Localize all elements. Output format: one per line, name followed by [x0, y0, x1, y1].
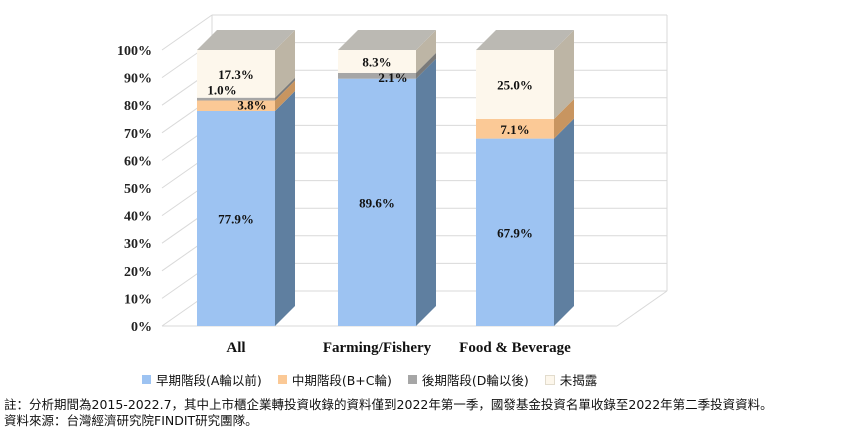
legend-label-mid: 中期階段(B+C輪)	[291, 373, 392, 388]
y-tick-label: 30%	[124, 237, 152, 252]
footnotes: 註：分析期間為2015-2022.7，其中上市櫃企業轉投資收錄的資料僅到2022…	[4, 397, 773, 429]
floor-side-edge	[616, 290, 668, 327]
footnote-source: 資料來源：台灣經濟研究院FINDIT研究團隊。	[4, 413, 258, 428]
legend-item-late: 後期階段(D輪以後)	[407, 370, 529, 389]
bar-top	[476, 30, 574, 50]
bar-side	[554, 30, 574, 119]
bar-segment	[338, 72, 416, 79]
legend-swatch-late	[407, 375, 417, 384]
legend-label-late: 後期階段(D輪以後)	[421, 373, 529, 388]
data-label: 25.0%	[497, 78, 533, 93]
bar-side	[275, 90, 295, 326]
data-label: 67.9%	[497, 225, 533, 240]
y-tick-label: 0%	[131, 320, 152, 335]
y-tick-label: 50%	[124, 182, 152, 197]
y-tick-label: 40%	[124, 210, 152, 225]
y-tick-label: 80%	[124, 99, 152, 114]
legend-swatch-mid	[277, 375, 287, 384]
bar-side	[275, 77, 295, 101]
bar-top	[338, 30, 436, 50]
bar-segment	[197, 50, 275, 98]
bar-side	[416, 58, 436, 326]
bar-side	[554, 118, 574, 326]
x-category-label: Farming/Fishery	[323, 340, 432, 356]
data-label: 8.3%	[362, 54, 391, 69]
legend-item-undisclosed: 未揭露	[544, 370, 598, 389]
legend-item-early: 早期階段(A輪以前)	[142, 370, 262, 389]
legend-swatch-undisclosed	[544, 374, 555, 385]
bar-top	[197, 30, 295, 50]
bar-segment	[476, 138, 554, 326]
stacked-bar-chart: 0% 10% 20% 30% 40% 50% 60% 70% 80% 90% 100% 77.9% 3.…	[117, 14, 668, 356]
bar-side	[416, 30, 436, 73]
x-category-label: Food & Beverage	[459, 340, 571, 356]
bar-segment	[338, 78, 416, 326]
footnote-period: 註：分析期間為2015-2022.7，其中上市櫃企業轉投資收錄的資料僅到2022…	[4, 397, 773, 412]
bar-side	[275, 80, 295, 111]
data-label: 77.9%	[218, 211, 254, 226]
data-label: 89.6%	[359, 195, 395, 210]
y-tick-label: 10%	[124, 292, 152, 307]
data-label: 1.0%	[207, 83, 236, 98]
legend: 早期階段(A輪以前) 中期階段(B+C輪) 後期階段(D輪以後) 未揭露	[142, 370, 597, 389]
data-label: 3.8%	[237, 98, 266, 113]
y-tick-label: 60%	[124, 154, 152, 169]
y-tick-label: 70%	[124, 127, 152, 142]
bar-side	[554, 99, 574, 139]
bar-segment	[197, 97, 275, 101]
y-tick-label: 20%	[124, 265, 152, 280]
legend-label-undisclosed: 未揭露	[559, 373, 598, 388]
data-label: 7.1%	[500, 122, 529, 137]
bar-segment	[338, 50, 416, 73]
bar-side	[416, 52, 436, 79]
data-label: 17.3%	[218, 67, 254, 82]
bar-side	[275, 30, 295, 98]
bar-segment	[476, 119, 554, 139]
bar-segment	[197, 110, 275, 326]
legend-label-early: 早期階段(A輪以前)	[156, 373, 262, 388]
x-category-label: All	[226, 340, 245, 356]
bar-segment	[197, 100, 275, 111]
legend-item-mid: 中期階段(B+C輪)	[277, 370, 392, 389]
data-label: 2.1%	[378, 70, 407, 85]
gridline-depth	[161, 14, 213, 51]
y-tick-label: 90%	[124, 72, 152, 87]
legend-swatch-early	[142, 375, 151, 384]
y-tick-label: 100%	[117, 44, 152, 59]
bar-segment	[476, 50, 554, 119]
